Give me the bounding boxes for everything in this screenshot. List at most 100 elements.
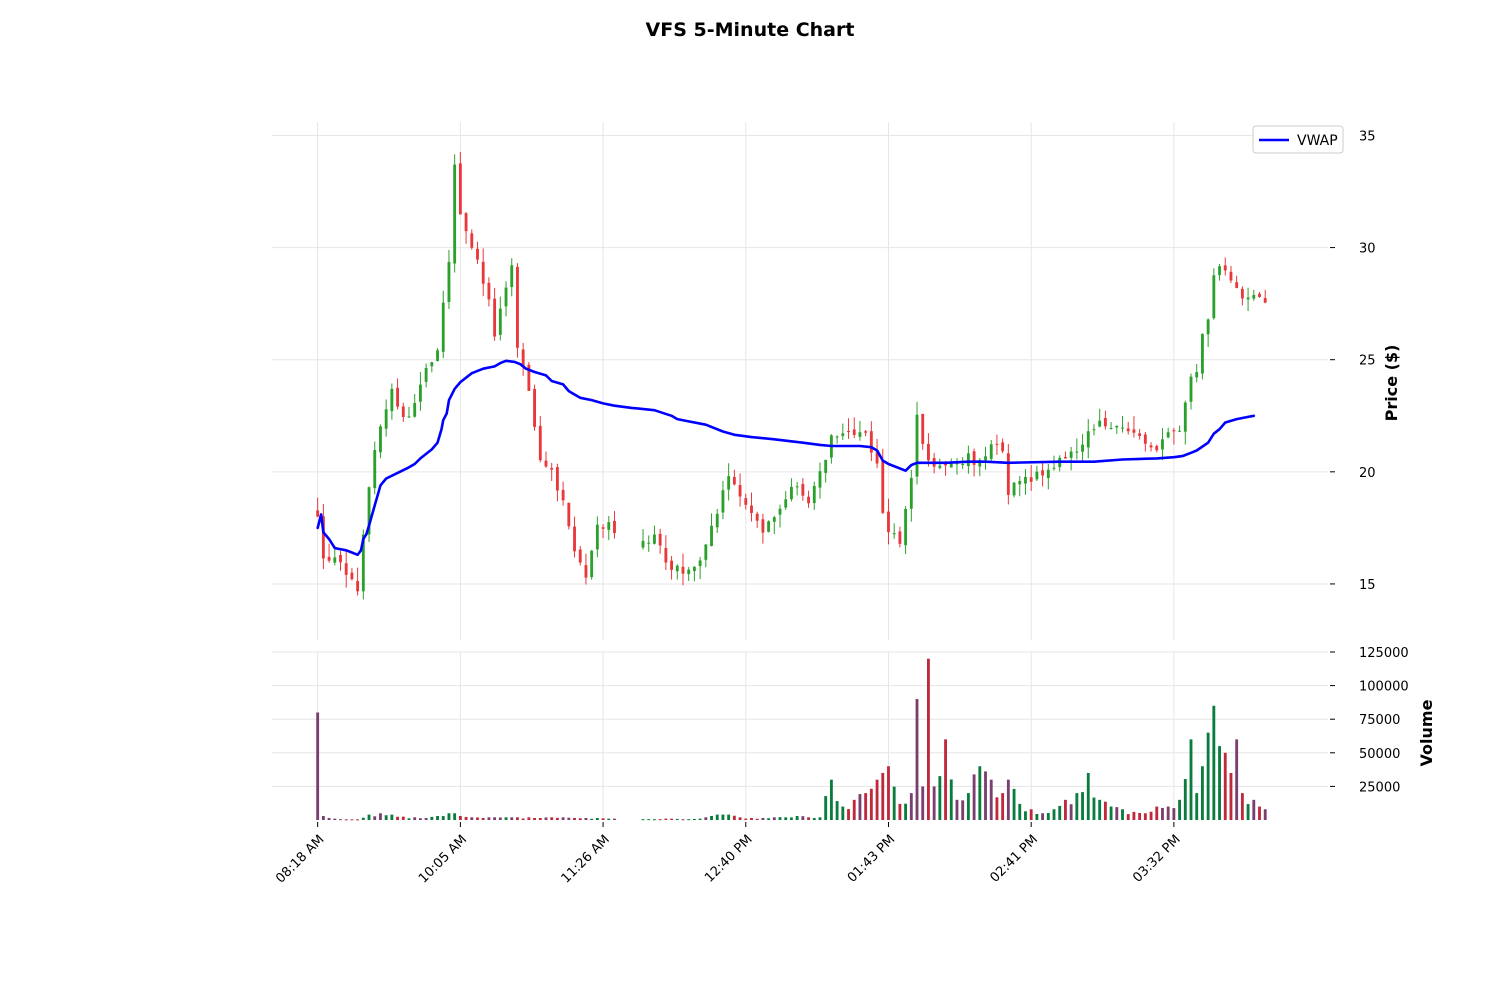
volume-bar bbox=[430, 816, 434, 820]
volume-bar bbox=[710, 815, 713, 820]
volume-bar bbox=[687, 819, 691, 821]
volume-bar bbox=[1132, 811, 1136, 820]
candle-body bbox=[955, 463, 959, 465]
candle-body bbox=[1081, 444, 1084, 452]
volume-bar bbox=[384, 815, 388, 820]
candle-body bbox=[692, 566, 696, 572]
candle-body bbox=[1001, 442, 1005, 452]
candle-body bbox=[944, 463, 947, 466]
volume-bar bbox=[932, 786, 936, 820]
price-tick-label: 25 bbox=[1359, 354, 1376, 369]
candle-body bbox=[613, 520, 616, 534]
volume-bar bbox=[767, 818, 771, 820]
candle-body bbox=[1195, 372, 1199, 378]
candle-body bbox=[949, 461, 953, 468]
volume-bar bbox=[755, 818, 759, 820]
volume-bar bbox=[327, 817, 331, 820]
volume-bar bbox=[692, 818, 696, 820]
volume-bar bbox=[350, 819, 354, 821]
volume-bar bbox=[715, 814, 719, 820]
volume-bar bbox=[1046, 812, 1050, 820]
volume-bar bbox=[1183, 779, 1187, 820]
volume-bar bbox=[647, 819, 651, 821]
price-tick-label: 20 bbox=[1359, 466, 1376, 481]
candle-body bbox=[812, 485, 816, 504]
volume-bar bbox=[573, 817, 576, 820]
volume-bar bbox=[561, 817, 565, 820]
candle-body bbox=[704, 544, 708, 560]
volume-bar bbox=[881, 772, 885, 820]
candle-body bbox=[1200, 333, 1204, 374]
candle-body bbox=[481, 261, 485, 284]
volume-bar bbox=[550, 817, 554, 820]
candle-body bbox=[578, 549, 582, 563]
volume-bar bbox=[1263, 809, 1267, 820]
candle-body bbox=[407, 416, 411, 418]
price-tick-label: 35 bbox=[1359, 129, 1376, 144]
volume-bar bbox=[1041, 813, 1045, 820]
volume-bar bbox=[675, 818, 679, 820]
volume-bar bbox=[407, 818, 411, 820]
candle-body bbox=[1029, 477, 1033, 482]
volume-bar bbox=[447, 813, 451, 820]
candle-body bbox=[527, 364, 531, 391]
candle-body bbox=[852, 429, 856, 435]
volume-bar bbox=[869, 788, 873, 820]
candle-body bbox=[750, 505, 753, 513]
candle-body bbox=[1064, 456, 1067, 459]
candle-body bbox=[1052, 467, 1056, 469]
volume-bar bbox=[544, 817, 548, 820]
volume-bar bbox=[898, 803, 902, 820]
candle-body bbox=[573, 526, 576, 552]
volume-tick-label: 75000 bbox=[1359, 713, 1400, 728]
candle-body bbox=[333, 557, 337, 563]
candle-body bbox=[1075, 451, 1079, 453]
volume-bar bbox=[339, 819, 342, 821]
candle-body bbox=[727, 476, 731, 490]
volume-bar bbox=[595, 817, 599, 820]
volume-bar bbox=[738, 817, 742, 820]
volume-gridlines bbox=[272, 651, 1328, 787]
volume-bar bbox=[390, 814, 394, 820]
x-tick-label: 11:26 AM bbox=[559, 832, 613, 886]
candle-body bbox=[453, 164, 457, 264]
x-tick-label: 02:41 PM bbox=[988, 832, 1041, 885]
x-tick-label: 08:18 AM bbox=[273, 832, 327, 886]
candle-body bbox=[738, 485, 742, 497]
volume-bar bbox=[887, 766, 890, 820]
volume-bar bbox=[841, 806, 845, 820]
volume-bar bbox=[396, 816, 400, 820]
volume-bar bbox=[1223, 752, 1227, 820]
volume-bar bbox=[1235, 739, 1239, 820]
volume-bar bbox=[1178, 799, 1182, 820]
candle-body bbox=[1183, 402, 1187, 432]
volume-bar bbox=[1064, 799, 1067, 820]
legend: VWAP bbox=[1252, 125, 1344, 154]
candle-body bbox=[858, 432, 862, 437]
x-tick-label: 10:05 AM bbox=[416, 832, 470, 886]
candle-body bbox=[361, 534, 365, 592]
volume-bar bbox=[504, 817, 508, 820]
candle-body bbox=[390, 388, 394, 412]
volume-bar bbox=[1081, 792, 1084, 820]
volume-bar bbox=[344, 819, 348, 821]
candle-body bbox=[1263, 298, 1267, 303]
candle-body bbox=[772, 517, 776, 522]
x-tick-label: 03:32 PM bbox=[1130, 832, 1183, 885]
volume-bar bbox=[835, 801, 839, 820]
candle-body bbox=[681, 566, 685, 574]
volume-bar bbox=[1195, 793, 1199, 820]
volume-bar bbox=[1143, 813, 1147, 820]
volume-bar bbox=[510, 817, 514, 820]
volume-bar bbox=[927, 658, 930, 820]
candle-body bbox=[675, 565, 679, 572]
volume-bar bbox=[1075, 793, 1079, 820]
volume-bar bbox=[904, 803, 908, 820]
candle-body bbox=[1178, 430, 1182, 432]
volume-bar bbox=[521, 818, 525, 820]
candle-body bbox=[732, 476, 736, 485]
volume-bar bbox=[732, 815, 736, 820]
volume-bar bbox=[481, 817, 485, 820]
candle-body bbox=[1103, 417, 1107, 427]
